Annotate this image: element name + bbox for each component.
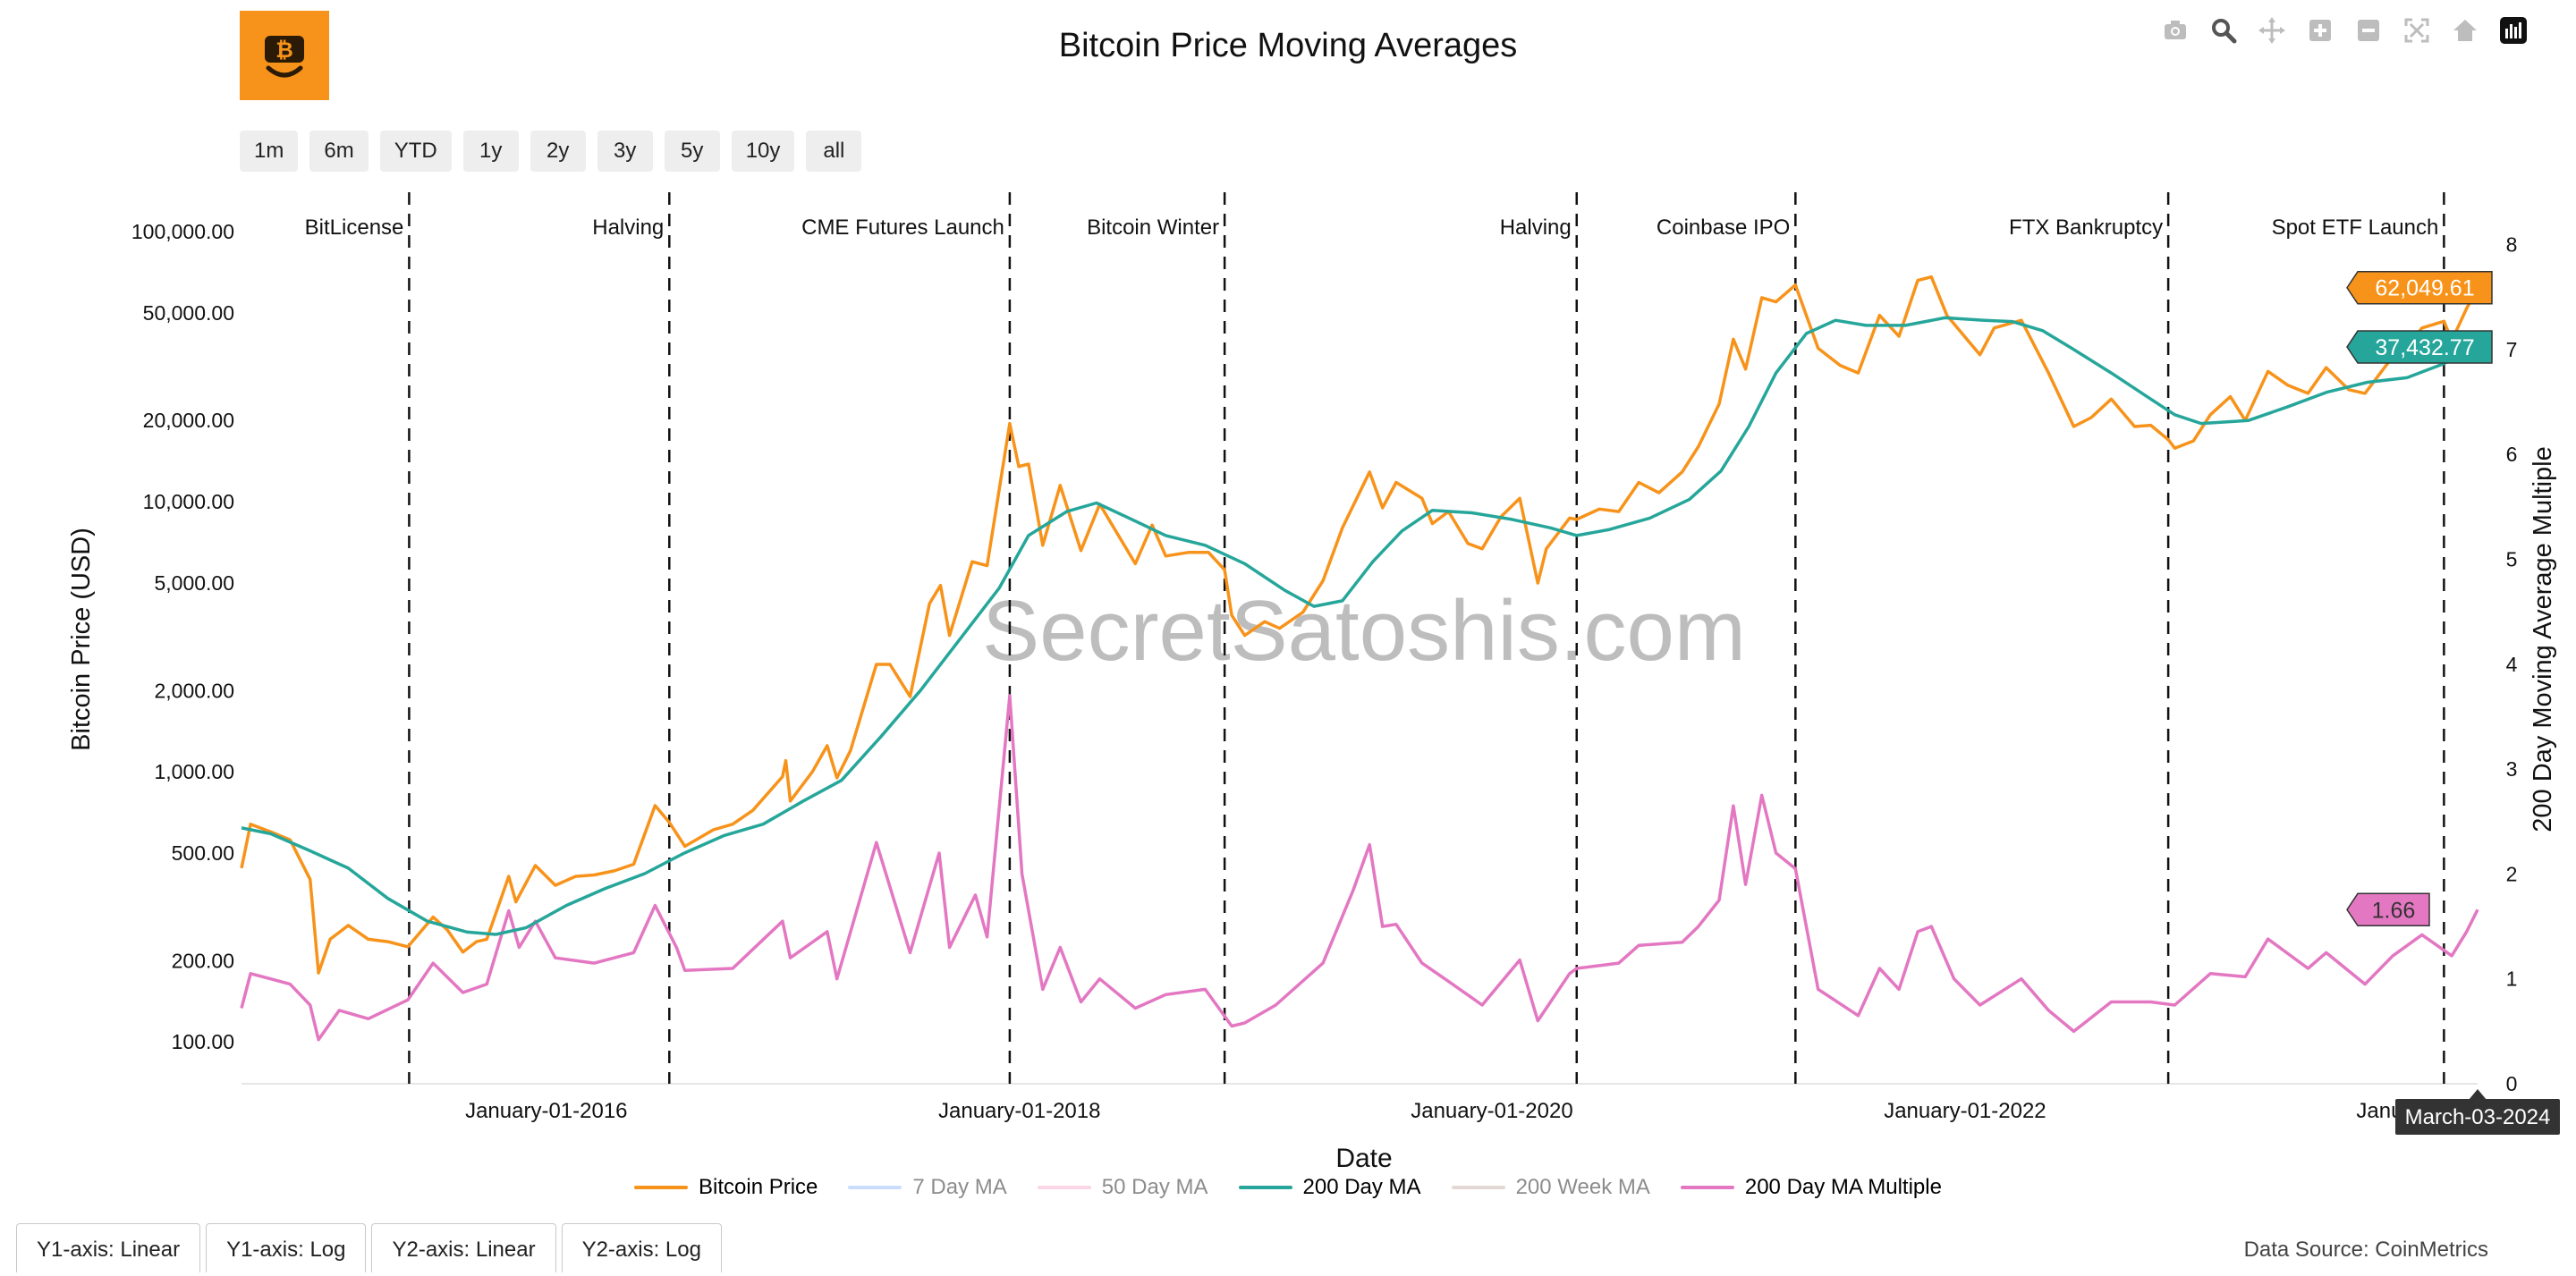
ma200-end-badge: 37,432.77	[2375, 335, 2474, 360]
x-tick-label: January-01-2022	[1884, 1099, 2046, 1123]
y2-tick-label: 4	[2506, 653, 2518, 676]
multiple-end-badge-shape	[2346, 892, 2430, 927]
event-label: Coinbase IPO	[1657, 215, 1790, 240]
tab-y1-linear[interactable]: Y1-axis: Linear	[16, 1223, 201, 1272]
legend-item-200-day-ma[interactable]: 200 Day MA	[1238, 1175, 1421, 1200]
y-tick-label: 500.00	[172, 841, 234, 865]
hover-date-label: March-03-2024	[2405, 1105, 2551, 1129]
legend-label: 7 Day MA	[912, 1175, 1007, 1199]
bitcoin-smile-logo-icon: ₿	[265, 36, 304, 78]
y-tick-label: 100.00	[172, 1030, 234, 1053]
hover-date-box	[2395, 1099, 2560, 1135]
price-end-badge-shape	[2346, 270, 2493, 305]
camera-icon[interactable]	[2156, 11, 2195, 50]
legend-label: 200 Week MA	[1515, 1175, 1650, 1199]
zoom-out-icon[interactable]	[2349, 11, 2388, 50]
legend-swatch	[1238, 1186, 1292, 1189]
axis-scale-tabs: Y1-axis: Linear Y1-axis: Log Y2-axis: Li…	[16, 1223, 727, 1272]
plot-modebar	[2156, 11, 2533, 50]
tab-y1-log[interactable]: Y1-axis: Log	[206, 1223, 367, 1272]
legend-swatch	[1451, 1186, 1505, 1189]
y2-tick-label: 6	[2506, 443, 2518, 466]
ma200-end-badge-shape	[2346, 330, 2493, 364]
y2-tick-label: 2	[2506, 862, 2518, 885]
legend-swatch	[1680, 1186, 1734, 1189]
range-button-5y[interactable]: 5y	[664, 131, 720, 172]
tab-y2-linear[interactable]: Y2-axis: Linear	[371, 1223, 556, 1272]
price-end-badge: 62,049.61	[2375, 276, 2474, 301]
x-tick-label: January-01-2020	[1411, 1099, 1572, 1123]
range-button-6m[interactable]: 6m	[309, 131, 369, 172]
event-label: Halving	[1500, 215, 1572, 240]
tab-y2-log[interactable]: Y2-axis: Log	[561, 1223, 722, 1272]
chart-legend: Bitcoin Price 7 Day MA 50 Day MA 200 Day…	[0, 1175, 2576, 1200]
zoom-in-icon[interactable]	[2301, 11, 2340, 50]
y-tick-label: 20,000.00	[143, 409, 234, 432]
data-source-note: Data Source: CoinMetrics	[2243, 1238, 2488, 1262]
event-label: Bitcoin Winter	[1087, 215, 1219, 240]
svg-text:₿: ₿	[275, 38, 293, 63]
y2-tick-label: 1	[2506, 968, 2518, 991]
home-icon[interactable]	[2445, 11, 2485, 50]
event-label: CME Futures Launch	[801, 215, 1004, 240]
multiple-end-badge: 1.66	[2372, 898, 2416, 923]
series-line-200-day-ma[interactable]	[241, 316, 2479, 936]
event-label: FTX Bankruptcy	[2009, 215, 2163, 240]
legend-label: 200 Day MA	[1302, 1175, 1421, 1199]
range-button-3y[interactable]: 3y	[597, 131, 653, 172]
y-tick-label: 10,000.00	[143, 490, 234, 513]
range-button-all[interactable]: all	[806, 131, 862, 172]
y-tick-label: 50,000.00	[143, 301, 234, 325]
x-tick-label: January-01-2018	[938, 1099, 1100, 1123]
legend-label: 200 Day MA Multiple	[1744, 1175, 1942, 1199]
zoom-icon[interactable]	[2204, 11, 2243, 50]
legend-swatch	[1037, 1186, 1091, 1189]
x-axis-title: Date	[1335, 1144, 1392, 1173]
chart-title: Bitcoin Price Moving Averages	[1058, 27, 1518, 64]
x-tick-label: January-01-2016	[465, 1099, 627, 1123]
event-label: BitLicense	[305, 215, 404, 240]
y2-axis-title: 200 Day Moving Average Multiple	[2529, 446, 2557, 832]
y-tick-label: 200.00	[172, 949, 234, 972]
y2-tick-label: 0	[2506, 1072, 2518, 1095]
legend-swatch	[848, 1186, 902, 1189]
y-tick-label: 2,000.00	[154, 679, 234, 702]
y-tick-label: 5,000.00	[154, 571, 234, 595]
pan-icon[interactable]	[2252, 11, 2292, 50]
legend-label: 50 Day MA	[1101, 1175, 1208, 1199]
legend-item-200-day-ma-multiple[interactable]: 200 Day MA Multiple	[1680, 1175, 1942, 1200]
legend-item-50-day-ma[interactable]: 50 Day MA	[1037, 1175, 1208, 1200]
y-tick-label: 1,000.00	[154, 760, 234, 783]
legend-swatch	[634, 1186, 689, 1189]
legend-item-7-day-ma[interactable]: 7 Day MA	[848, 1175, 1007, 1200]
legend-label: Bitcoin Price	[699, 1175, 818, 1199]
y-tick-label: 100,000.00	[131, 220, 234, 243]
range-button-1y[interactable]: 1y	[462, 131, 519, 172]
series-line-bitcoin-price[interactable]	[240, 275, 2479, 975]
range-selector: 1m 6m YTD 1y 2y 3y 5y 10y all	[240, 131, 862, 172]
y2-tick-label: 8	[2506, 233, 2518, 257]
range-button-1m[interactable]: 1m	[240, 131, 299, 172]
site-logo: ₿	[240, 11, 329, 100]
event-label: Halving	[592, 215, 664, 240]
y2-tick-label: 3	[2506, 757, 2518, 781]
plotly-logo-icon[interactable]	[2494, 11, 2533, 50]
range-button-10y[interactable]: 10y	[731, 131, 795, 172]
y2-tick-label: 5	[2506, 548, 2518, 571]
range-button-2y[interactable]: 2y	[530, 131, 586, 172]
legend-item-200-week-ma[interactable]: 200 Week MA	[1451, 1175, 1650, 1200]
y2-tick-label: 7	[2506, 338, 2518, 361]
autoscale-icon[interactable]	[2397, 11, 2436, 50]
series-line-200-day-ma-multiple[interactable]	[240, 694, 2479, 1042]
event-label: Spot ETF Launch	[2272, 215, 2439, 240]
watermark-text: SecretSatoshis.com	[982, 583, 1746, 679]
hover-date-pointer	[2469, 1089, 2487, 1100]
legend-item-bitcoin-price[interactable]: Bitcoin Price	[634, 1175, 818, 1200]
range-button-ytd[interactable]: YTD	[379, 131, 452, 172]
y-axis-title: Bitcoin Price (USD)	[67, 528, 96, 751]
